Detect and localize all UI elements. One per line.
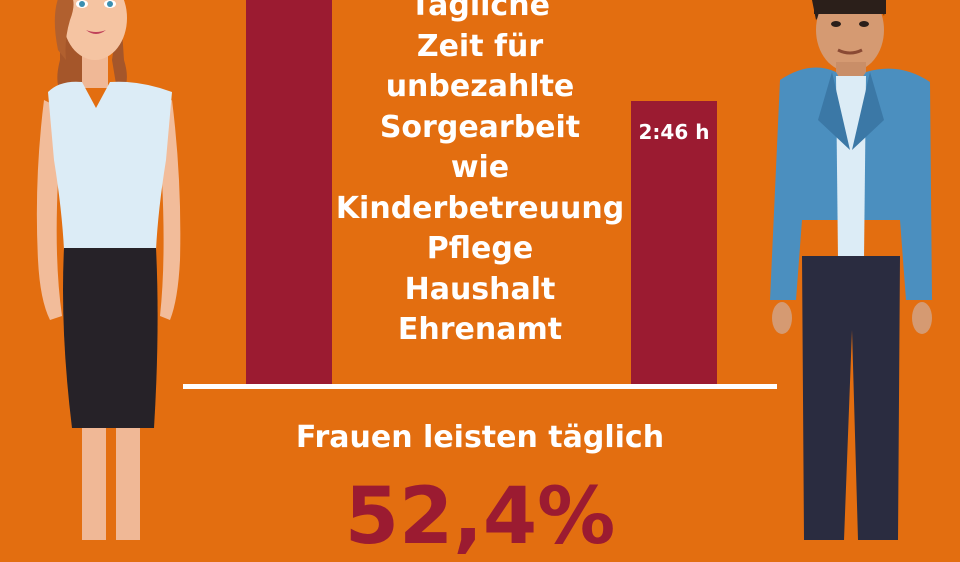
label-line: Pflege	[426, 231, 534, 266]
label-line: Zeit für	[416, 28, 544, 64]
label-line: Tägliche	[410, 0, 550, 23]
infographic: 2:46 h Tägliche Zeit für unbezahlte Sorg…	[36, 0, 932, 556]
label-line: unbezahlte	[385, 69, 575, 104]
chart-center-label: Tägliche Zeit für unbezahlte Sorgearbeit…	[330, 0, 630, 351]
man-illustration	[770, 0, 932, 540]
bar-männer	[631, 101, 717, 384]
chart-baseline	[183, 384, 777, 389]
bar-frauen	[246, 0, 332, 384]
label-line: Haushalt	[404, 271, 556, 307]
label-line: Kinderbetreuung	[335, 190, 625, 226]
big-stat: 52,4%	[344, 472, 616, 562]
label-line: Sorgearbeit	[379, 109, 581, 145]
bar-chart: 2:46 h	[246, 0, 717, 384]
woman-illustration	[36, 0, 181, 540]
label-line: Ehrenamt	[397, 312, 563, 347]
label-line: wie	[450, 150, 510, 185]
caption: Frauen leisten täglich	[295, 420, 665, 455]
bar-value-label: 2:46 h	[639, 120, 710, 144]
